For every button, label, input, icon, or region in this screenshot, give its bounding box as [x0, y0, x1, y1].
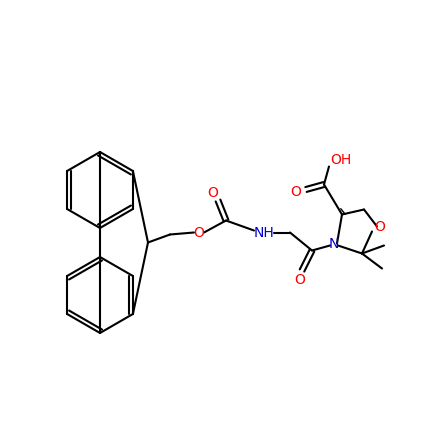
Text: O: O	[294, 274, 305, 288]
Text: O: O	[193, 226, 204, 240]
Text: O: O	[374, 219, 384, 234]
Text: O: O	[207, 186, 218, 200]
Text: OH: OH	[330, 154, 351, 168]
Text: NH: NH	[253, 226, 274, 240]
Text: N: N	[328, 237, 338, 250]
Text: O: O	[290, 184, 301, 198]
